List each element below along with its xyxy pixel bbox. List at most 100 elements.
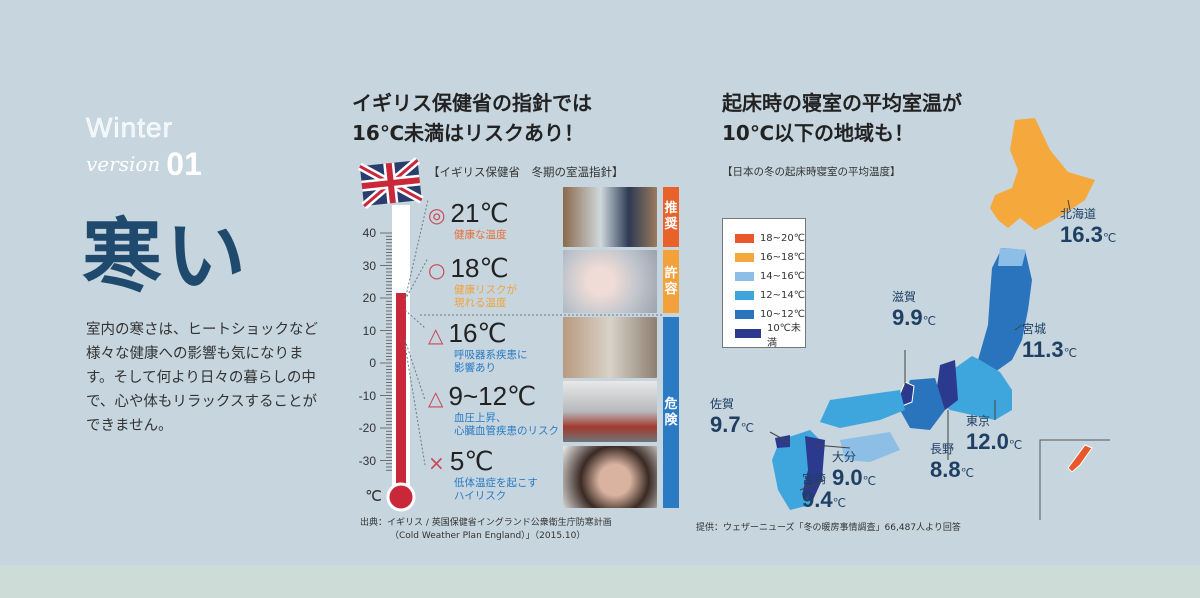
pref-unit: ℃: [740, 421, 755, 435]
version-number: 01: [166, 146, 202, 182]
pref-value: 11.3: [1022, 337, 1064, 362]
pref-value: 8.8: [930, 457, 961, 482]
scale-label: 20: [362, 291, 376, 305]
legend-swatch: [735, 272, 754, 281]
bar-danger: 危険: [663, 317, 679, 508]
pref-name: 北海道: [1060, 207, 1097, 221]
uk-source-line2: （Cold Weather Plan England）」（2015.10）: [390, 531, 586, 541]
desc-line: 健康リスクが: [454, 284, 517, 296]
item-description: 健康な温度: [428, 229, 509, 242]
pref-label: 佐賀 9.7℃: [710, 395, 754, 438]
pref-name: 長野: [930, 442, 955, 456]
scale-label: 0: [369, 356, 376, 370]
version-label: version 01: [86, 146, 202, 183]
thermometer-fill: [396, 293, 406, 498]
scale-label: 40: [362, 226, 376, 240]
intro-body: 室内の寒さは、ヒートショックなど様々な健康への影響も気になります。そして何より日…: [86, 322, 318, 434]
legend-swatch: [735, 310, 754, 319]
legend-item: 12~14℃: [735, 286, 805, 305]
scale-label: -20: [358, 421, 376, 435]
desc-line: 低体温症を起こす: [454, 477, 538, 489]
pref-unit: ℃: [922, 314, 937, 328]
bar-label: 許容: [664, 265, 678, 297]
scale-unit: ℃: [365, 488, 382, 505]
rating-symbol-icon: △: [428, 323, 444, 347]
pref-name: 大分: [832, 450, 857, 464]
oita-miyazaki: [802, 436, 825, 502]
guideline-item: △ 16℃ 呼吸器系疾患に 影響あり: [428, 318, 528, 375]
photo-window: [563, 317, 657, 378]
pref-unit: ℃: [832, 496, 847, 510]
legend-item: 10~12℃: [735, 305, 805, 324]
legend-label: 14~16℃: [759, 271, 805, 282]
desc-line: 呼吸器系疾患に: [454, 349, 528, 361]
uk-headline-line2: 16℃未満はリスクあり！: [352, 121, 585, 145]
okinawa: [1067, 444, 1093, 473]
legend-item: 16~18℃: [735, 248, 805, 267]
pref-name: 宮城: [1022, 322, 1047, 336]
item-description: 呼吸器系疾患に 影響あり: [428, 349, 528, 375]
rating-symbol-icon: △: [428, 386, 444, 410]
japan-subtitle: 【日本の冬の起床時寝室の平均温度】: [722, 166, 901, 178]
bar-label: 推奨: [664, 201, 678, 232]
item-temperature: 16℃: [448, 318, 507, 348]
legend-item: 18~20℃: [735, 229, 805, 248]
rating-symbol-icon: ○: [428, 258, 446, 282]
japan-headline-line2: 10℃以下の地域も！: [722, 121, 915, 145]
saga: [775, 435, 790, 448]
item-temperature: 21℃: [450, 198, 509, 228]
chugoku: [820, 390, 905, 428]
pref-label: 宮崎 9.4℃: [802, 470, 846, 513]
pref-label: 滋賀 9.9℃: [892, 288, 936, 331]
item-description: 健康リスクが 現れる温度: [428, 284, 517, 310]
item-temperature: 9~12℃: [448, 381, 537, 411]
pref-name: 東京: [966, 414, 991, 428]
pref-label: 北海道 16.3℃: [1060, 205, 1116, 248]
legend-label: 18~20℃: [759, 233, 805, 244]
japan-source: 提供：ウェザーニューズ「冬の暖房事情調査」66,487人より回答: [696, 523, 961, 533]
pref-label: 大分 9.0℃: [832, 448, 876, 491]
japan-headline-line1: 起床時の寝室の平均室温が: [722, 91, 962, 115]
pref-value: 9.4: [802, 487, 833, 512]
legend-label: 16~18℃: [759, 252, 805, 263]
photo-baby: [563, 250, 657, 313]
japan-map: [769, 118, 1110, 520]
guideline-item: × 5℃ 低体温症を起こす ハイリスク: [428, 446, 538, 503]
legend-swatch: [735, 291, 754, 300]
legend-label: 12~14℃: [759, 290, 805, 301]
pref-value: 12.0: [966, 429, 1009, 454]
page-title: 寒い: [82, 210, 250, 303]
photo-couple: [563, 187, 657, 247]
pref-label: 宮城 11.3℃: [1022, 320, 1077, 363]
okinawa-frame: [1039, 439, 1110, 520]
guideline-item: ○ 18℃ 健康リスクが 現れる温度: [428, 253, 517, 310]
pref-value: 16.3: [1060, 222, 1103, 247]
legend-label: 10~12℃: [759, 309, 805, 320]
pref-unit: ℃: [1102, 231, 1117, 245]
thermometer: [357, 157, 424, 512]
uk-subtitle: 【イギリス保健省 冬期の室温指針】: [428, 165, 624, 179]
pref-name: 佐賀: [710, 397, 735, 411]
guideline-item: △ 9~12℃ 血圧上昇、 心臓血管疾患のリスク: [428, 381, 559, 438]
desc-line: ハイリスク: [454, 490, 507, 502]
photo-blanket: [563, 381, 657, 442]
map-legend: 18~20℃ 16~18℃ 14~16℃ 12~14℃ 10~12℃ 10℃未満: [722, 218, 806, 349]
photo-thermometer-woman: [563, 446, 657, 508]
guideline-item: ◎ 21℃ 健康な温度: [428, 198, 509, 242]
item-temperature: 5℃: [449, 446, 494, 476]
pref-label: 東京 12.0℃: [966, 412, 1022, 455]
desc-line: 健康な温度: [454, 229, 507, 241]
thermometer-bulb: [386, 482, 416, 512]
legend-label: 10℃未満: [766, 322, 801, 349]
desc-line: 現れる温度: [454, 297, 507, 309]
pref-value: 9.9: [892, 305, 923, 330]
pref-unit: ℃: [862, 474, 877, 488]
uk-source-line1: 出典：イギリス / 英国保健省イングランド公衆衛生庁防寒計画: [360, 518, 612, 528]
item-description: 低体温症を起こす ハイリスク: [428, 477, 538, 503]
legend-item: 10℃未満: [735, 323, 805, 349]
legend-swatch: [735, 329, 761, 338]
uk-source: 出典：イギリス / 英国保健省イングランド公衆衛生庁防寒計画 （Cold Wea…: [360, 517, 612, 543]
pref-value: 9.7: [710, 412, 741, 437]
scale-label: 30: [362, 258, 376, 273]
legend-swatch: [735, 234, 754, 243]
